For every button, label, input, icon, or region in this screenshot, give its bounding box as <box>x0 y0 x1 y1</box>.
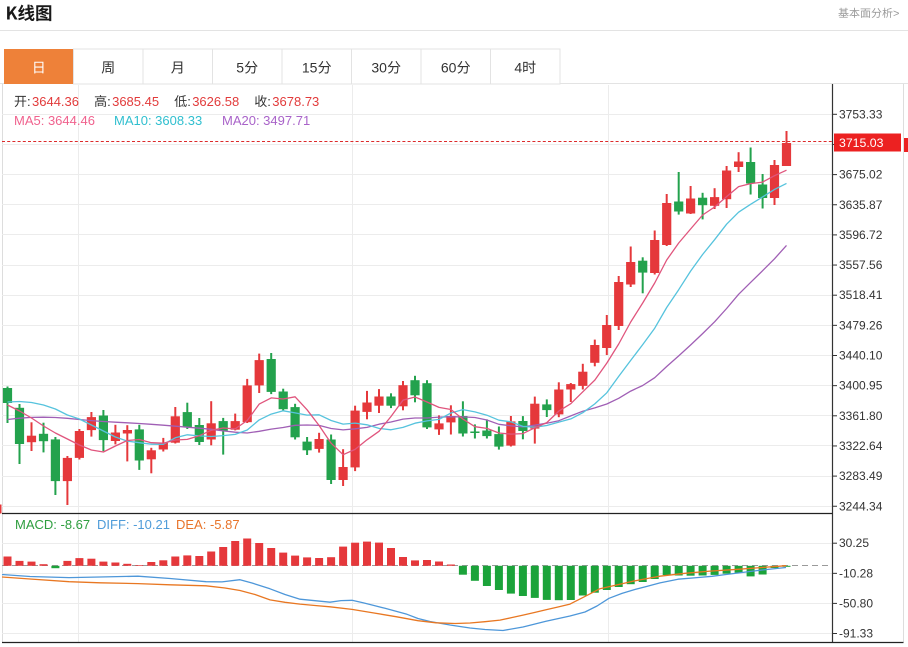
svg-text:MA20: 3497.71: MA20: 3497.71 <box>222 113 310 128</box>
svg-text:60: 60 <box>441 60 457 76</box>
svg-text:3626.58: 3626.58 <box>192 94 239 109</box>
svg-text:DIFF: -10.21: DIFF: -10.21 <box>97 517 170 532</box>
svg-text:3685.45: 3685.45 <box>112 94 159 109</box>
svg-text:DEA: -5.87: DEA: -5.87 <box>176 517 240 532</box>
svg-text:3440.10: 3440.10 <box>839 349 883 363</box>
svg-text::: : <box>187 94 191 109</box>
svg-text:3596.72: 3596.72 <box>839 228 883 242</box>
svg-text:3361.80: 3361.80 <box>839 409 883 423</box>
svg-text:5: 5 <box>236 60 244 76</box>
svg-text:-10.28: -10.28 <box>839 566 873 580</box>
svg-text:MA10: 3608.33: MA10: 3608.33 <box>114 113 202 128</box>
svg-text:MACD: -8.67: MACD: -8.67 <box>15 517 90 532</box>
svg-text:3675.02: 3675.02 <box>839 168 883 182</box>
svg-text:3518.41: 3518.41 <box>839 288 883 302</box>
svg-text:3557.56: 3557.56 <box>839 258 883 272</box>
svg-text:>: > <box>893 8 899 20</box>
svg-text:-91.33: -91.33 <box>839 627 873 641</box>
svg-text:3244.34: 3244.34 <box>839 499 883 513</box>
svg-text:-50.80: -50.80 <box>839 596 873 610</box>
svg-text::: : <box>267 94 271 109</box>
svg-text:MA5: 3644.46: MA5: 3644.46 <box>14 113 95 128</box>
svg-text:3715.03: 3715.03 <box>839 136 884 150</box>
svg-text:3635.87: 3635.87 <box>839 198 883 212</box>
svg-text:3678.73: 3678.73 <box>272 94 319 109</box>
svg-text:15: 15 <box>302 60 318 76</box>
svg-text:4: 4 <box>514 60 522 76</box>
svg-text:3322.64: 3322.64 <box>839 439 883 453</box>
svg-text:30: 30 <box>371 60 387 76</box>
svg-text::: : <box>27 94 31 109</box>
svg-text:3479.26: 3479.26 <box>839 318 883 332</box>
svg-text:3400.95: 3400.95 <box>839 379 883 393</box>
svg-text::: : <box>107 94 111 109</box>
svg-text:3644.36: 3644.36 <box>32 94 79 109</box>
svg-text:3283.49: 3283.49 <box>839 469 883 483</box>
svg-text:3753.33: 3753.33 <box>839 107 883 121</box>
svg-text:30.25: 30.25 <box>839 536 869 550</box>
